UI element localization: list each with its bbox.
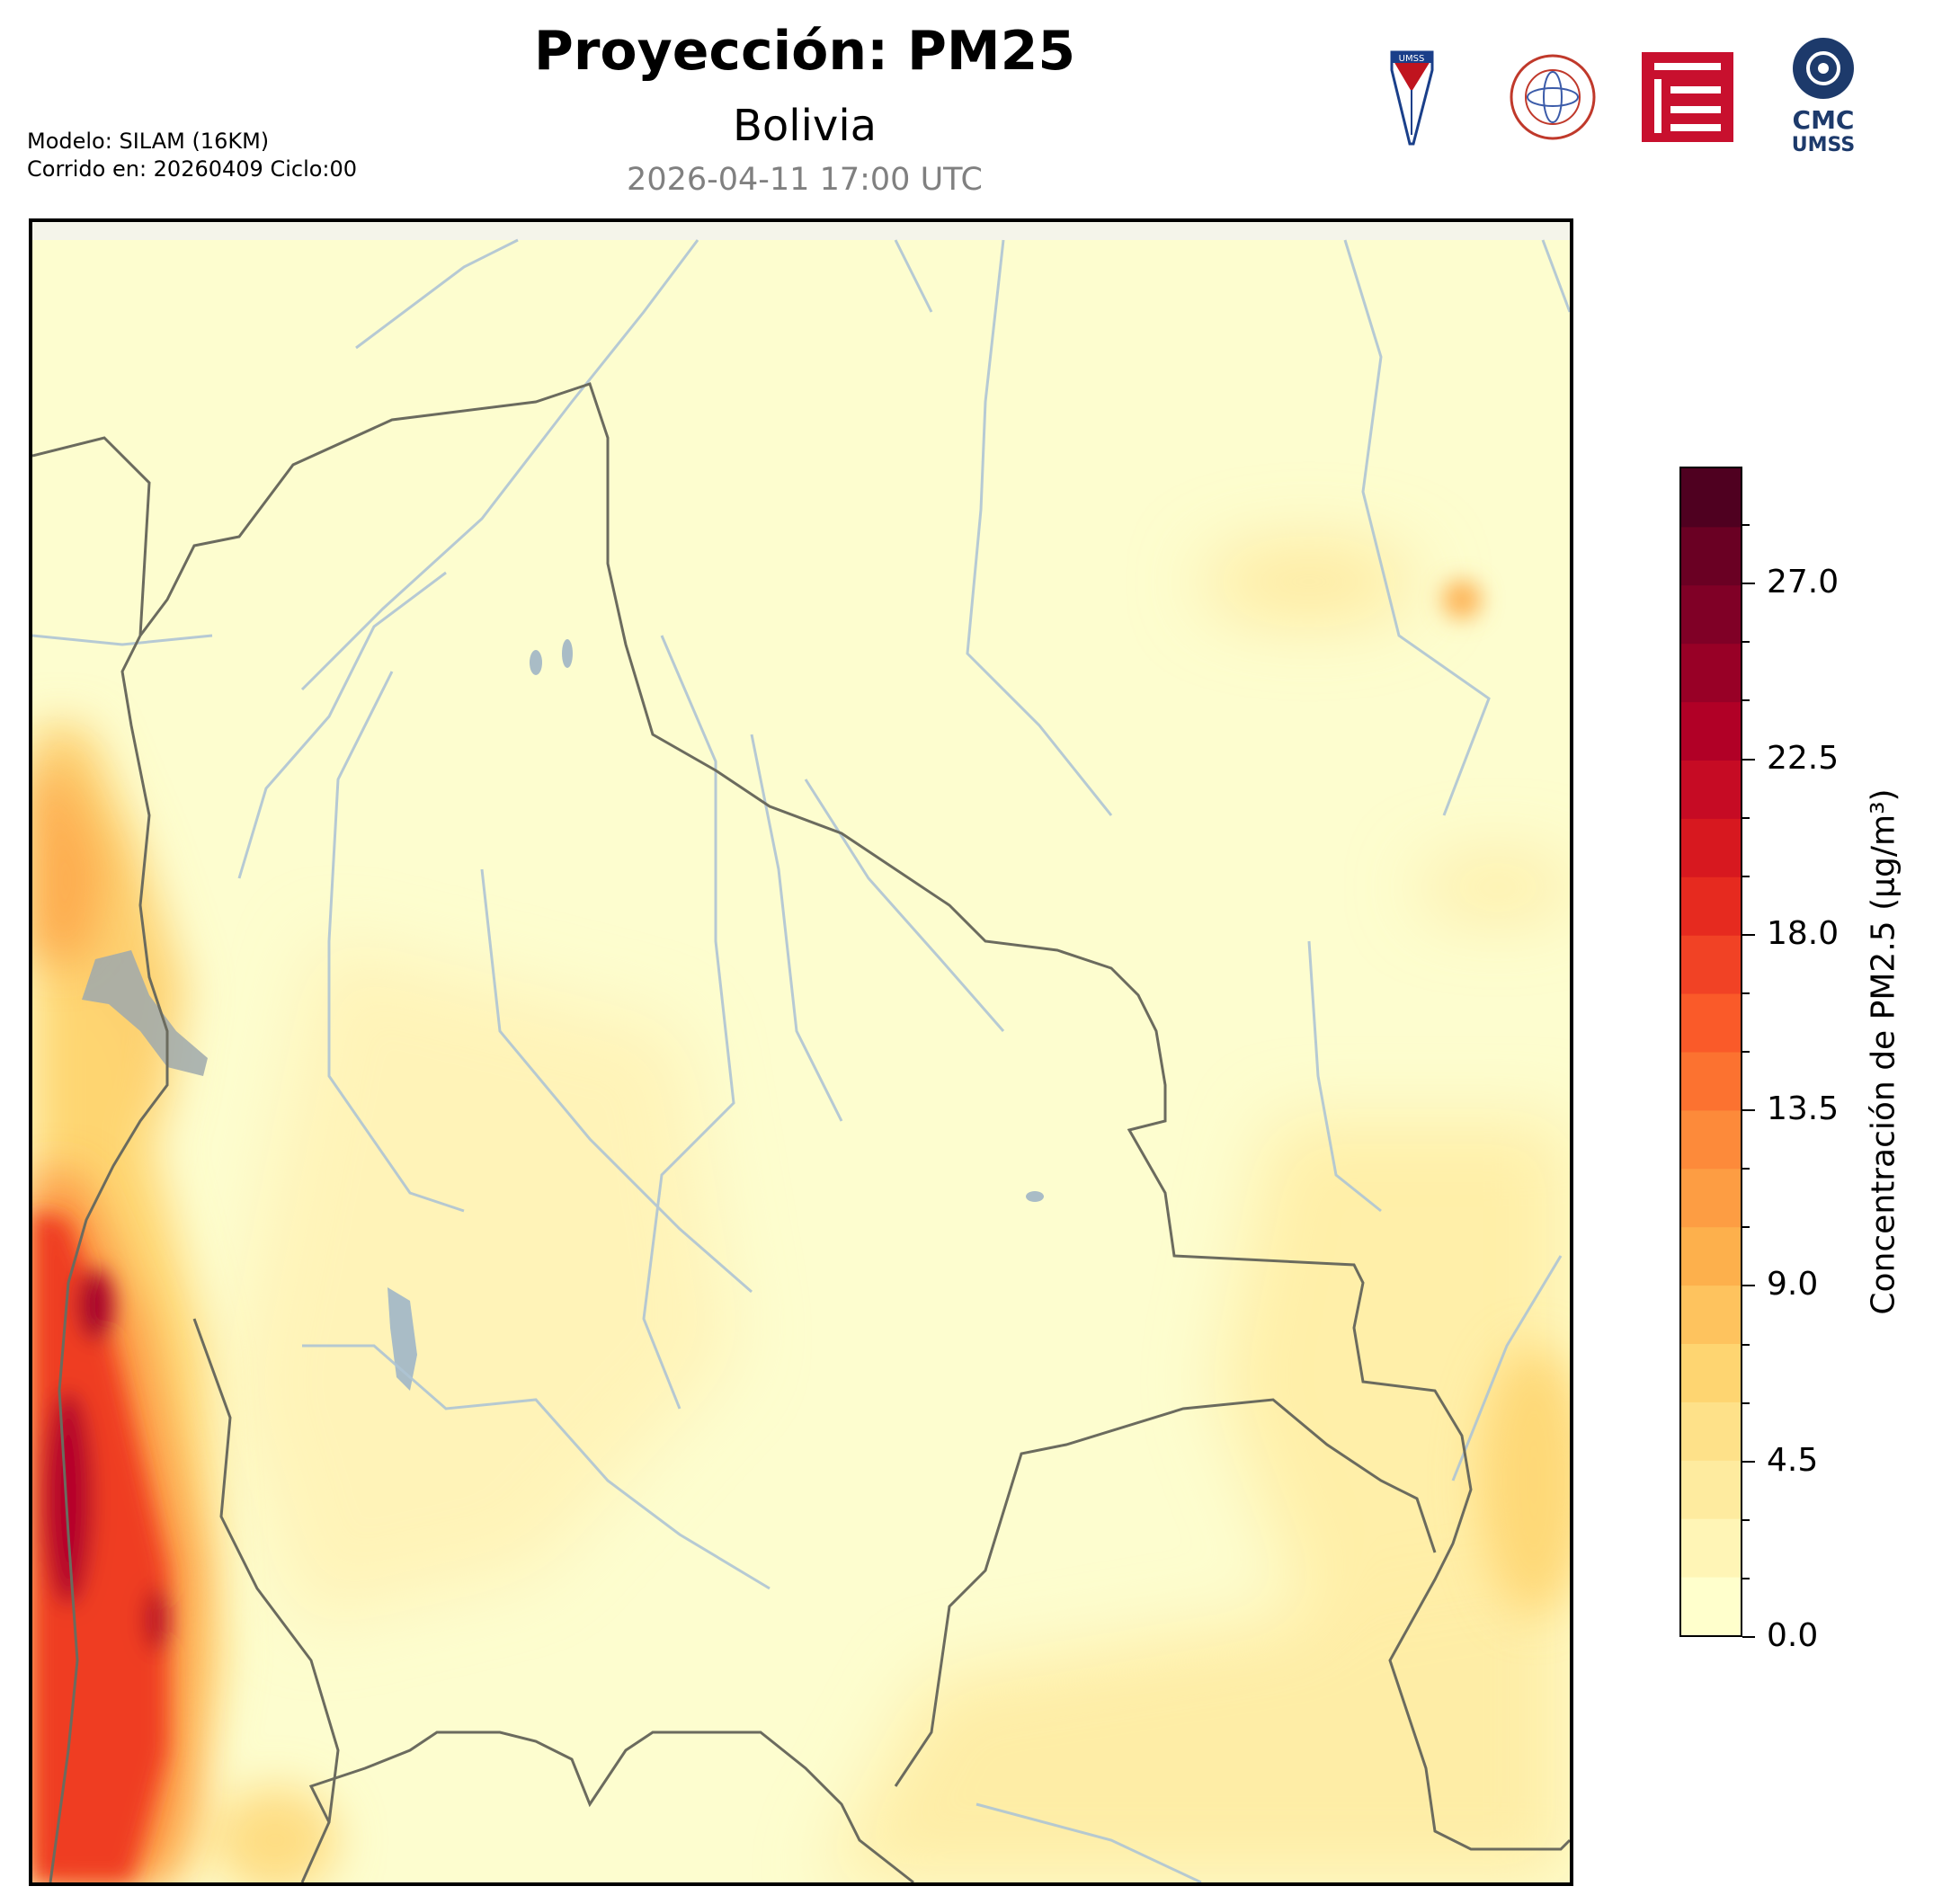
svg-text:UMSS: UMSS	[1399, 54, 1425, 64]
colorbar-band	[1681, 1109, 1741, 1170]
colorbar-minor-tick	[1742, 699, 1750, 702]
colorbar-band	[1681, 526, 1741, 586]
colorbar-minor-tick	[1742, 758, 1750, 761]
colorbar-band	[1681, 1052, 1741, 1111]
colorbar-tick-label: 9.0	[1767, 1266, 1819, 1303]
colorbar-band	[1681, 935, 1741, 994]
map-region-subtitle: Bolivia	[732, 101, 877, 151]
pm25-map	[29, 218, 1573, 1886]
bolivia-border-west	[49, 635, 169, 1882]
pm25-concentration-field	[32, 546, 1570, 1882]
paraguay-border	[894, 1398, 1437, 1787]
colorbar-minor-tick	[1742, 992, 1750, 994]
colorbar-minor-tick	[1742, 1226, 1750, 1229]
colorbar-band	[1681, 1460, 1741, 1519]
svg-text:CMC: CMC	[1793, 105, 1855, 135]
colorbar-tick-label: 27.0	[1767, 564, 1840, 601]
colorbar-band	[1681, 584, 1741, 645]
institution-logos: UMSS CMC UMSS	[1390, 38, 1855, 153]
cmc-logo: CMC UMSS	[1792, 38, 1855, 153]
forecast-timestamp: 2026-04-11 17:00 UTC	[627, 162, 983, 198]
country-borders	[32, 382, 1570, 1882]
colorbar-band	[1681, 876, 1741, 936]
colorbar-band	[1681, 1343, 1741, 1402]
faculty-red-logo	[1642, 52, 1733, 142]
colorbar-minor-tick	[1742, 1343, 1750, 1346]
colorbar-band	[1681, 643, 1741, 703]
lake-titicaca	[82, 950, 208, 1076]
page-title: Proyección: PM25	[533, 20, 1076, 83]
svg-text:UMSS: UMSS	[1792, 134, 1855, 153]
colorbar-tick-label: 18.0	[1767, 914, 1840, 952]
colorbar-gradient	[1681, 468, 1741, 1636]
colorbar-minor-tick	[1742, 583, 1750, 585]
colorbar-minor-tick	[1742, 816, 1750, 819]
colorbar-title: Concentración de PM2.5 (µg/m³)	[1865, 788, 1902, 1315]
peru-border	[32, 436, 151, 636]
physics-department-seal	[1510, 54, 1596, 140]
bolivia-border	[138, 382, 1570, 1851]
colorbar-band	[1681, 818, 1741, 877]
colorbar-tick-mark	[1742, 1636, 1755, 1638]
colorbar-band	[1681, 993, 1741, 1053]
colorbar-minor-tick	[1742, 1401, 1750, 1404]
colorbar-band	[1681, 1401, 1741, 1461]
colorbar-band	[1681, 1518, 1741, 1578]
rivers	[32, 238, 1570, 1882]
colorbar-minor-tick	[1742, 875, 1750, 877]
colorbar-minor-tick	[1742, 1109, 1750, 1112]
umss-shield-logo: UMSS	[1390, 50, 1434, 146]
colorbar-minor-tick	[1742, 1051, 1750, 1053]
colorbar-minor-tick	[1742, 1168, 1750, 1170]
colorbar-tick-label: 4.5	[1767, 1441, 1819, 1479]
colorbar-tick-label: 0.0	[1767, 1617, 1819, 1654]
colorbar-minor-tick	[1742, 524, 1750, 527]
pm25-map-canvas	[32, 222, 1570, 1882]
colorbar-minor-tick	[1742, 1518, 1750, 1521]
colorbar-minor-tick	[1742, 1285, 1750, 1287]
model-info: Modelo: SILAM (16KM)	[27, 129, 270, 154]
colorbar-minor-tick	[1742, 1577, 1750, 1579]
colorbar	[1679, 467, 1742, 1637]
bolivia-border-south	[300, 1731, 914, 1882]
colorbar-band	[1681, 1168, 1741, 1228]
colorbar-minor-tick	[1742, 933, 1750, 936]
run-info: Corrido en: 20260409 Ciclo:00	[27, 156, 358, 182]
colorbar-minor-tick	[1742, 1460, 1750, 1463]
colorbar-tick-label: 13.5	[1767, 1090, 1840, 1128]
colorbar-band	[1681, 1226, 1741, 1286]
colorbar-band	[1681, 701, 1741, 761]
colorbar-tick-label: 22.5	[1767, 739, 1840, 777]
colorbar-band	[1681, 468, 1741, 528]
colorbar-band	[1681, 1577, 1741, 1636]
colorbar-band	[1681, 1285, 1741, 1344]
colorbar-minor-tick	[1742, 641, 1750, 644]
colorbar-band	[1681, 760, 1741, 819]
